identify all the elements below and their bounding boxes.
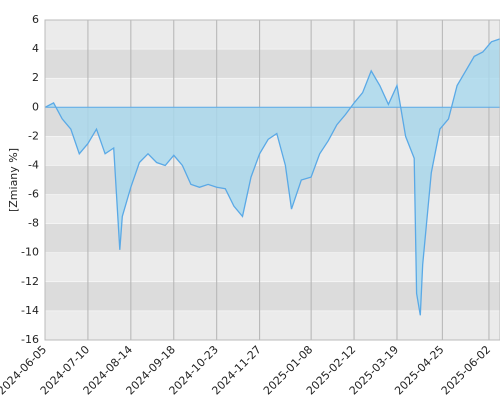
line (44, 38, 500, 316)
band (45, 78, 500, 108)
y-tick-label: -12 (21, 275, 39, 288)
y-tick-label: -8 (28, 217, 39, 230)
y-tick-label: -10 (21, 246, 39, 259)
area (45, 38, 500, 316)
y-tick-label: 4 (32, 42, 39, 55)
band (45, 194, 500, 224)
plot-frame (44, 19, 500, 341)
y-tick-label: -6 (28, 188, 39, 201)
x-tick-label: 2025-06-02 (439, 343, 493, 397)
y-tick-label: 6 (32, 13, 39, 26)
y-tick-label: -14 (21, 304, 39, 317)
band (45, 49, 500, 79)
y-tick-label: -4 (28, 158, 39, 171)
band (45, 310, 500, 340)
y-tick-label: 0 (32, 100, 39, 113)
band (45, 223, 500, 253)
y-axis-label: [Zmiany %] (7, 148, 20, 212)
band (45, 20, 500, 50)
y-tick-label: -2 (28, 129, 39, 142)
band (45, 252, 500, 282)
y-tick-label: 2 (32, 71, 39, 84)
y-tick-label: -16 (21, 333, 39, 346)
band (45, 281, 500, 311)
